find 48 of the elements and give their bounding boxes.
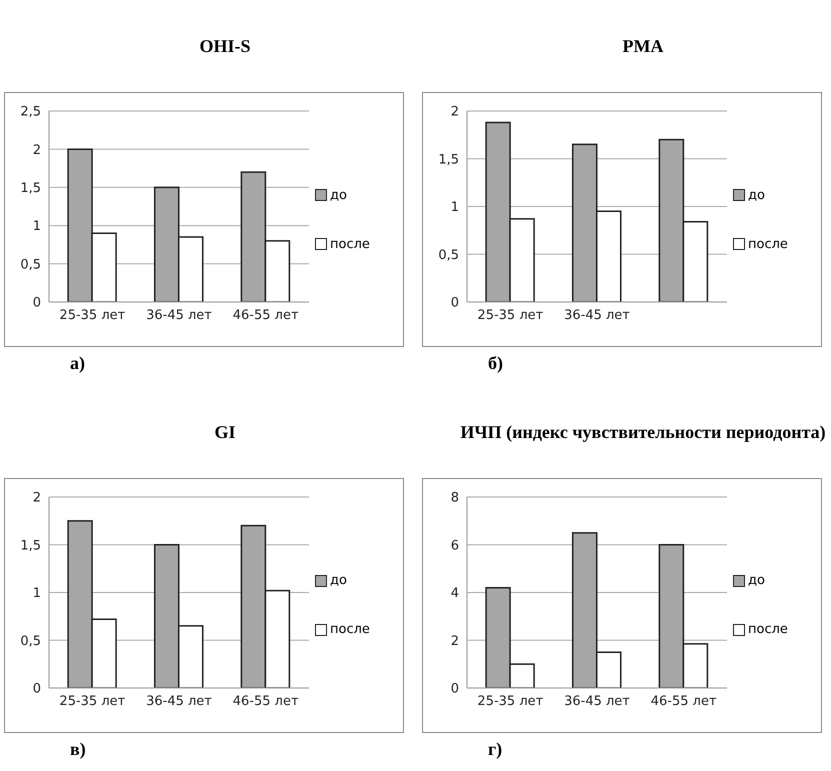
y-tick-label: 4 — [450, 586, 459, 601]
y-tick-label: 6 — [450, 538, 459, 553]
y-tick-label: 1,5 — [20, 181, 41, 196]
y-tick-label: 0 — [450, 296, 459, 311]
x-tick-label: 25-35 лет — [477, 694, 544, 709]
y-tick-label: 1 — [32, 586, 41, 601]
legend-label: после — [748, 236, 788, 252]
y-tick-label: 1,5 — [438, 152, 459, 168]
y-tick-label: 2 — [32, 142, 41, 158]
text: в) — [70, 738, 87, 760]
legend-label: до — [330, 573, 347, 588]
x-tick-label: 36-45 лет — [146, 694, 212, 709]
chart-title: PMA — [622, 35, 664, 58]
chart-title: ИЧП (индекс чувствительности периодонта) — [459, 420, 827, 444]
legend-label: после — [748, 622, 788, 637]
y-tick-label: 8 — [450, 490, 459, 506]
y-tick-label: 0,5 — [20, 257, 41, 272]
x-tick-label: 36-45 лет — [564, 308, 630, 324]
y-tick-label: 2 — [450, 104, 459, 120]
chart-title: OHI-S — [198, 35, 252, 58]
y-tick-label: 0,5 — [20, 633, 41, 648]
x-tick-label: 46-55 лет — [232, 694, 299, 709]
x-tick-label: 36-45 лет — [564, 694, 630, 709]
y-tick-label: 2,5 — [20, 104, 41, 120]
y-tick-label: 2 — [450, 633, 459, 648]
text: б) — [488, 353, 504, 374]
y-tick-label: 0 — [32, 681, 41, 696]
legend-label: до — [748, 188, 765, 202]
legend-label: после — [330, 622, 370, 637]
y-tick-label: 1 — [450, 200, 459, 216]
legend-label: до — [330, 188, 347, 202]
y-tick-label: 1 — [32, 219, 41, 234]
chart-title: GI — [213, 420, 236, 444]
text: г) — [488, 738, 504, 760]
x-tick-label: 46-55 лет — [650, 694, 717, 709]
x-tick-label: 36-45 лет — [146, 308, 212, 324]
x-tick-label: 25-35 лет — [59, 694, 126, 709]
x-tick-label: 46-55 лет — [232, 308, 299, 324]
legend-label: до — [748, 573, 765, 588]
y-tick-label: 0 — [450, 681, 459, 696]
y-tick-label: 2 — [32, 490, 41, 506]
y-tick-label: 0 — [32, 296, 41, 311]
text: а) — [70, 353, 86, 374]
x-tick-label: 25-35 лет — [477, 308, 544, 324]
y-tick-label: 0,5 — [438, 248, 459, 263]
x-tick-label: 25-35 лет — [59, 308, 126, 324]
y-tick-label: 1,5 — [20, 538, 41, 553]
legend-label: после — [330, 236, 370, 252]
